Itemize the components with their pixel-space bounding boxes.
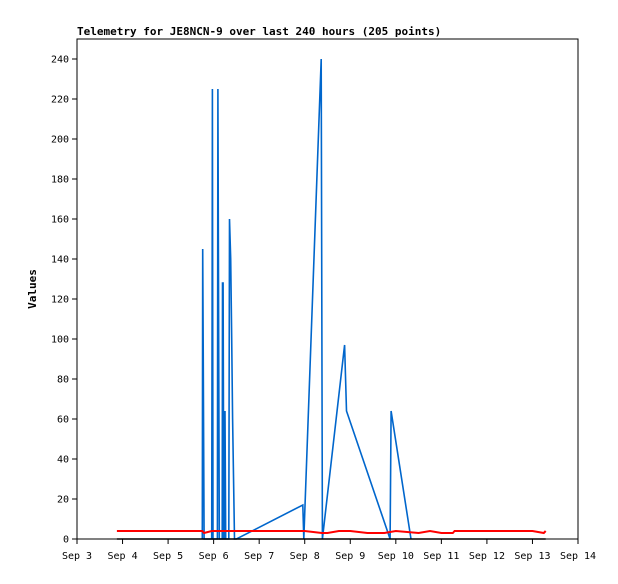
y-tick-label: 80 bbox=[57, 375, 69, 386]
x-tick-label: Sep 12 bbox=[469, 551, 505, 562]
x-tick-label: Sep 5 bbox=[153, 551, 183, 562]
y-tick-label: 220 bbox=[51, 95, 69, 106]
x-tick-label: Sep 6 bbox=[199, 551, 229, 562]
x-tick-label: Sep 14 bbox=[560, 551, 596, 562]
x-tick-label: Sep 13 bbox=[514, 551, 550, 562]
series-layer bbox=[116, 58, 547, 540]
x-axis: Sep 3 Sep 4 Sep 5 Sep 6 Sep 7 Sep 8 Sep 9 Sep 1… bbox=[62, 539, 596, 562]
x-tick-label: Sep 10 bbox=[378, 551, 414, 562]
y-axis: 0 20 40 60 80 100 120 140 160 180 200 220 240 bbox=[51, 55, 77, 546]
y-tick-label: 100 bbox=[51, 335, 69, 346]
x-tick-label: Sep 11 bbox=[423, 551, 459, 562]
series-line-1 bbox=[201, 58, 412, 540]
x-tick-label: Sep 8 bbox=[290, 551, 320, 562]
y-tick-label: 120 bbox=[51, 295, 69, 306]
x-tick-label: Sep 9 bbox=[335, 551, 365, 562]
y-tick-label: 0 bbox=[63, 535, 69, 546]
series-line-2 bbox=[116, 529, 547, 535]
y-tick-label: 40 bbox=[57, 455, 69, 466]
y-tick-label: 140 bbox=[51, 255, 69, 266]
plot-area bbox=[76, 38, 579, 540]
x-tick-label: Sep 7 bbox=[244, 551, 274, 562]
y-tick-label: 180 bbox=[51, 175, 69, 186]
chart-title: Telemetry for JE8NCN-9 over last 240 hou… bbox=[77, 25, 441, 38]
x-tick-label: Sep 4 bbox=[107, 551, 137, 562]
y-tick-label: 200 bbox=[51, 135, 69, 146]
y-tick-label: 160 bbox=[51, 215, 69, 226]
y-axis-label: Values bbox=[26, 269, 39, 309]
y-tick-label: 60 bbox=[57, 415, 69, 426]
x-tick-label: Sep 3 bbox=[62, 551, 92, 562]
y-tick-label: 240 bbox=[51, 55, 69, 66]
y-tick-label: 20 bbox=[57, 495, 69, 506]
